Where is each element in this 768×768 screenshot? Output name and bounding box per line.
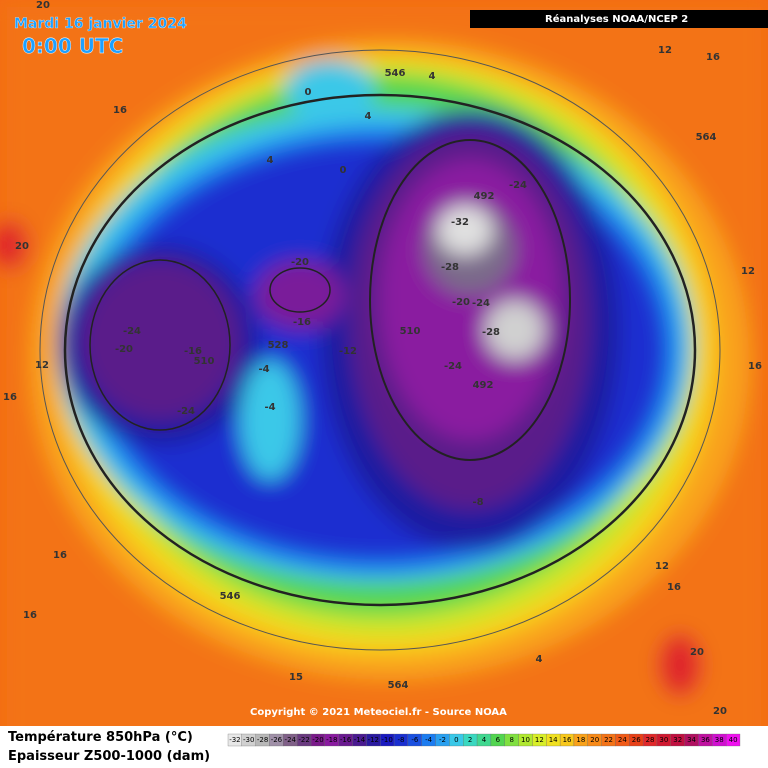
scale-label: 18 <box>576 736 585 744</box>
contour-label: -16 <box>184 346 202 357</box>
contour-label: -4 <box>258 364 269 375</box>
contour-label: 16 <box>667 582 681 593</box>
scale-label: -14 <box>354 736 366 744</box>
contour-label: -24 <box>177 406 195 417</box>
contour-label: -24 <box>123 326 141 337</box>
contour-label: 492 <box>473 380 494 391</box>
scale-label: -2 <box>439 736 446 744</box>
contour-label: 546 <box>220 591 241 602</box>
scale-swatch <box>726 733 741 747</box>
contour-label: 15 <box>289 672 303 683</box>
color-scale: -32 -30 -28 -26 -24 -22 -20 -18 -16 -14 -12 -10 -8 -6… <box>227 733 741 747</box>
scale-label: -24 <box>285 736 297 744</box>
contour-label: 12 <box>658 45 672 56</box>
contour-label: -8 <box>472 497 483 508</box>
contour-label: -16 <box>293 317 311 328</box>
scale-label: 20 <box>590 736 599 744</box>
scale-label: 34 <box>687 736 696 744</box>
contour-label: 510 <box>194 356 215 367</box>
contour-label: -28 <box>441 262 459 273</box>
legend-panel <box>0 726 768 768</box>
scale-label: 36 <box>701 736 710 744</box>
scale-label: -12 <box>368 736 379 744</box>
contour-label: 528 <box>268 340 289 351</box>
scale-label: -20 <box>312 736 323 744</box>
contour-label: -28 <box>482 327 500 338</box>
scale-label: -10 <box>381 736 392 744</box>
scale-label: 14 <box>549 736 558 744</box>
contour-label: -20 <box>115 344 133 355</box>
contour-label: -24 <box>509 180 527 191</box>
contour-label: 20 <box>36 0 50 11</box>
thickness-contours <box>39 49 721 651</box>
contour-label: 16 <box>706 52 720 63</box>
contour-label: -32 <box>451 217 469 228</box>
scale-label: -4 <box>425 736 433 744</box>
scale-label: 0 <box>454 736 458 744</box>
contour-label: 4 <box>267 155 274 166</box>
scale-label: 8 <box>509 736 513 744</box>
scale-label: 28 <box>646 736 655 744</box>
contour-label: -24 <box>472 298 490 309</box>
scale-label: -18 <box>326 736 337 744</box>
scale-label: -8 <box>397 736 404 744</box>
contour-label: 16 <box>748 361 762 372</box>
contour-label: 20 <box>690 647 704 658</box>
contour-label: -12 <box>339 346 357 357</box>
contour-label: 12 <box>655 561 669 572</box>
scale-label: 30 <box>659 736 668 744</box>
contour-label: 16 <box>113 105 127 116</box>
contour-label: -20 <box>291 257 309 268</box>
contour-label: 16 <box>3 392 17 403</box>
contour-label: 0 <box>340 165 347 176</box>
contour-label: 16 <box>23 610 37 621</box>
contour-label: 0 <box>305 87 312 98</box>
scale-label: 4 <box>482 736 487 744</box>
contour-label: 12 <box>741 266 755 277</box>
scale-label: -26 <box>271 736 283 744</box>
scale-label: 26 <box>632 736 641 744</box>
scale-label: 2 <box>468 736 472 744</box>
contour-label: 4 <box>365 111 372 122</box>
contour-label: -20 <box>452 297 470 308</box>
scale-label: 22 <box>604 736 613 744</box>
scale-label: -30 <box>243 736 254 744</box>
legend-subtitle: Epaisseur Z500-1000 (dam) <box>8 749 210 764</box>
time: 0:00 UTC <box>22 34 123 58</box>
scale-label: 38 <box>715 736 724 744</box>
contour-label: 16 <box>53 550 67 561</box>
scale-label: 12 <box>535 736 544 744</box>
scale-label: -22 <box>298 736 309 744</box>
scale-label: -6 <box>411 736 419 744</box>
contour-label: 510 <box>400 326 421 337</box>
scale-label: 6 <box>496 736 501 744</box>
contour-label: 20 <box>15 241 29 252</box>
contour-labels: 20 16 20 12 16 16 16 0 4 4 546 4 0 12 16 564 12 16 12 16 20 2… <box>3 0 762 717</box>
scale-label: -32 <box>229 736 240 744</box>
contour-label: 4 <box>536 654 543 665</box>
copyright: Copyright © 2021 Meteociel.fr - Source N… <box>250 707 507 718</box>
contour-label: 4 <box>429 71 436 82</box>
contour-label: -24 <box>444 361 462 372</box>
contour-label: 20 <box>713 706 727 717</box>
contour-label: 12 <box>35 360 49 371</box>
date: Mardi 16 janvier 2024 <box>14 16 187 32</box>
scale-label: -16 <box>340 736 352 744</box>
source: Réanalyses NOAA/NCEP 2 <box>545 13 688 25</box>
legend-title: Température 850hPa (°C) <box>8 730 193 745</box>
contour-label: 564 <box>388 680 409 691</box>
contour-label: 546 <box>385 68 406 79</box>
contour-label: 492 <box>474 191 495 202</box>
header-bar <box>470 10 768 28</box>
scale-label: 40 <box>729 736 738 744</box>
scale-label: 32 <box>673 736 682 744</box>
contour-label: 564 <box>696 132 717 143</box>
scale-label: -28 <box>257 736 268 744</box>
scale-label: 10 <box>521 736 530 744</box>
scale-label: 16 <box>563 736 572 744</box>
scale-label: 24 <box>618 736 627 744</box>
contour-label: -4 <box>264 402 275 413</box>
